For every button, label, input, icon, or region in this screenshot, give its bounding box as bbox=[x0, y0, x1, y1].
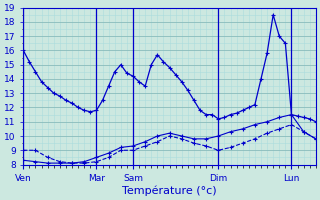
X-axis label: Température (°c): Température (°c) bbox=[122, 185, 217, 196]
